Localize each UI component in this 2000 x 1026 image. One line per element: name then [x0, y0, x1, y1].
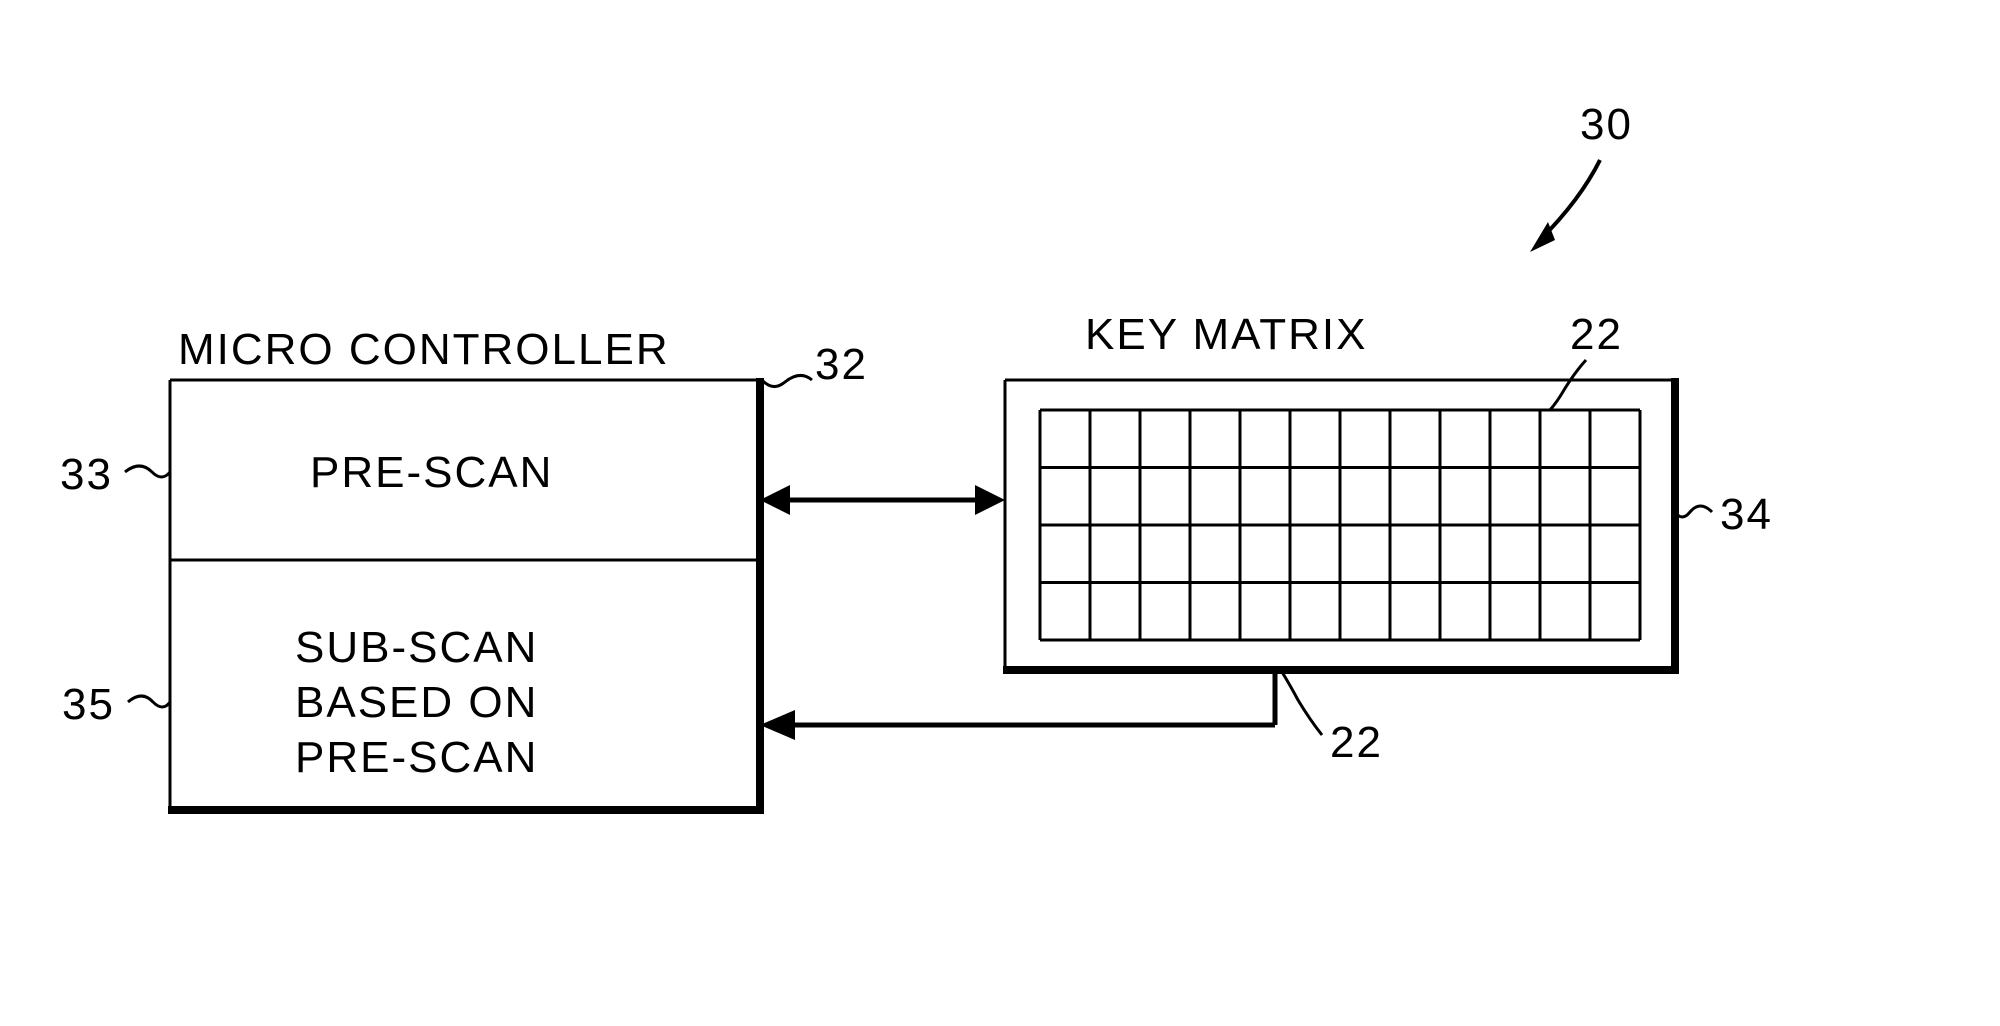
key-matrix-grid — [1040, 410, 1640, 640]
key-matrix-box — [1003, 378, 1679, 674]
ref-leaders — [125, 160, 1712, 735]
micro-controller-box — [168, 378, 764, 814]
bidirectional-arrow — [760, 485, 1005, 515]
block-diagram: MICRO CONTROLLER KEY MATRIX PRE-SCAN SUB… — [0, 0, 2000, 1026]
feedback-arrow — [760, 670, 1275, 740]
diagram-svg — [0, 0, 2000, 1026]
